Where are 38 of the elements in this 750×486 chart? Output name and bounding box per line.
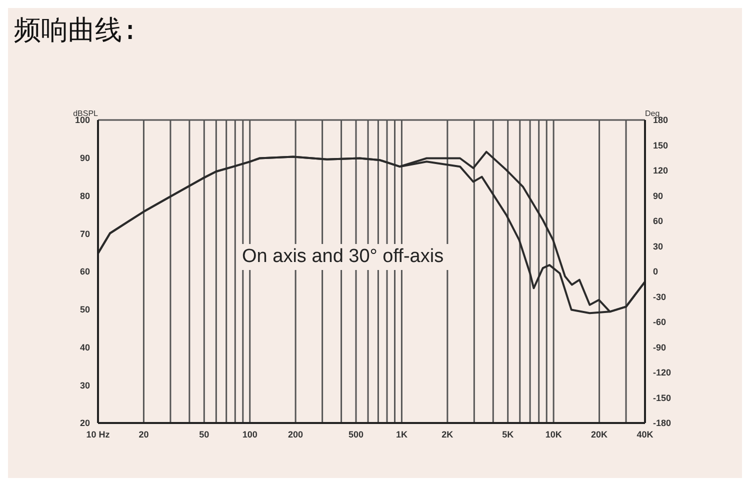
x-tick-label: 5K xyxy=(502,429,514,440)
x-tick-label: 10 Hz xyxy=(86,429,110,440)
x-tick-label: 50 xyxy=(199,429,210,440)
y-tick-label: 20 xyxy=(80,418,90,428)
x-tick-label: 10K xyxy=(545,429,562,440)
y2-tick-label: -150 xyxy=(653,392,672,403)
y2-tick-label: 180 xyxy=(653,115,668,126)
y-tick-label: 80 xyxy=(80,190,90,201)
y-tick-label: 40 xyxy=(80,342,90,352)
y2-tick-label: 90 xyxy=(653,190,664,201)
y2-tick-label: 30 xyxy=(653,241,664,252)
y2-tick-label: 0 xyxy=(653,266,658,277)
y2-tick-label: -90 xyxy=(653,342,666,352)
y2-tick-label: 150 xyxy=(653,140,668,150)
y2-tick-label: 120 xyxy=(653,166,668,176)
y-tick-label: 70 xyxy=(80,228,90,239)
y-tick-label: 100 xyxy=(74,115,90,126)
y2-tick-label: -180 xyxy=(653,418,672,428)
x-tick-label: 2K xyxy=(442,429,454,440)
chart-title: 频响曲线: xyxy=(14,14,138,48)
annotation: On axis and 30° off-axis xyxy=(236,244,450,270)
y2-tick-label: 60 xyxy=(653,216,664,226)
x-tick-label: 200 xyxy=(288,429,304,440)
y2-tick-label: -30 xyxy=(653,292,666,302)
x-tick-label: 1K xyxy=(396,429,408,440)
y-tick-label: 90 xyxy=(80,153,90,164)
x-tick-label: 40K xyxy=(636,429,654,440)
y-tick-label: 60 xyxy=(80,266,90,277)
y-tick-label: 30 xyxy=(80,380,90,390)
x-tick-label: 100 xyxy=(242,429,258,440)
y2-axis-title: Deg xyxy=(645,109,660,118)
y-axis-title: dBSPL xyxy=(73,109,99,118)
x-tick-label: 20 xyxy=(138,429,149,440)
y2-tick-label: -120 xyxy=(653,368,672,378)
y2-tick-label: -60 xyxy=(653,317,666,328)
x-tick-label: 20K xyxy=(591,429,608,440)
x-tick-label: 500 xyxy=(348,429,364,440)
y-tick-label: 50 xyxy=(80,304,90,315)
